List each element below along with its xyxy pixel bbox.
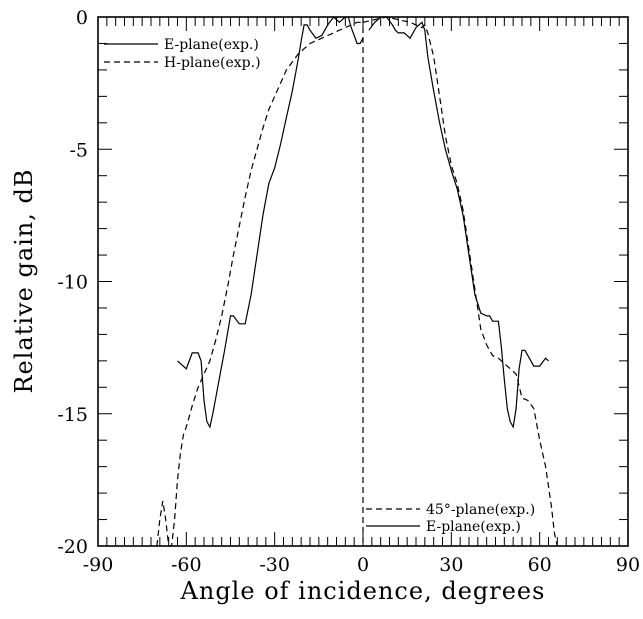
x-tick-label: 0 [357, 554, 369, 576]
x-tick-label: -90 [83, 554, 114, 576]
series-line [368, 16, 549, 429]
x-tick-label: 90 [616, 554, 640, 576]
plot-frame [97, 16, 629, 547]
legend-label: E-plane(exp.) [164, 37, 259, 53]
y-tick-label: -5 [69, 139, 88, 161]
legend-label: H-plane(exp.) [164, 55, 261, 71]
legend-bottom-right: 45°-plane(exp.) E-plane(exp.) [366, 502, 535, 535]
x-tick-label: 60 [528, 554, 552, 576]
y-tick-label: 0 [76, 7, 88, 29]
series-lines [156, 16, 558, 547]
series-line [362, 16, 558, 547]
legend-label: E-plane(exp.) [426, 519, 521, 535]
legend-top-left: E-plane(exp.) H-plane(exp.) [104, 37, 261, 71]
series-line [177, 16, 364, 429]
tick-labels: -90 -60 -30 0 30 60 90 0 -5 -10 -15 -20 [57, 7, 640, 576]
series-line [168, 21, 363, 547]
y-axis-title: Relative gain, dB [10, 168, 38, 393]
x-axis-title: Angle of incidence, degrees [180, 577, 546, 605]
y-tick-label: -10 [57, 272, 88, 294]
y-tick-label: -15 [57, 404, 88, 426]
x-tick-label: -30 [259, 554, 290, 576]
series-line [156, 500, 172, 547]
x-tick-label: -60 [171, 554, 202, 576]
x-tick-label: 30 [439, 554, 463, 576]
legend-label: 45°-plane(exp.) [426, 502, 535, 518]
y-tick-label: -20 [57, 536, 88, 558]
